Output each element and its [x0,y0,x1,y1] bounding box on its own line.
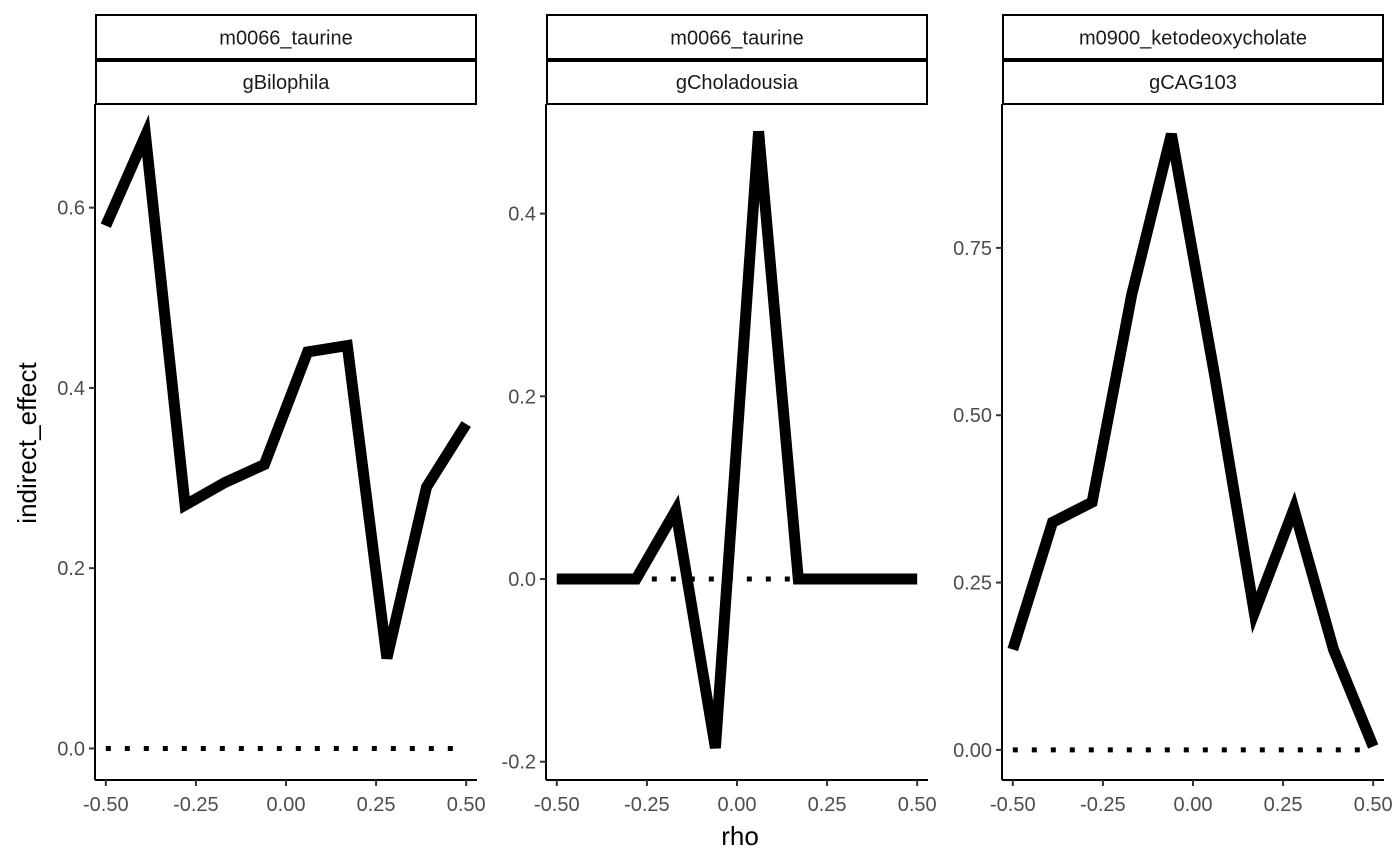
strip-box-bottom [1002,59,1384,105]
y-tick-label: 0.0 [57,738,85,760]
x-tick-label: -0.50 [990,794,1036,816]
x-tick-label: 0.25 [1264,794,1303,816]
facet-panel: m0066_taurine gCholadousia -0.2 0.0 0.2 0.4 -0… [502,14,937,816]
strip-label-top: m0066_taurine [219,28,352,50]
strip-label-bottom: gCholadousia [676,72,799,94]
x-tick-label: -0.50 [83,794,129,816]
facet-panel: m0900_ketodeoxycholate gCAG103 0.00 0.25 0.5… [953,14,1393,816]
strip-label-bottom: gBilophila [243,72,331,94]
strip-label-top: m0900_ketodeoxycholate [1079,28,1307,50]
y-tick-label: 0.50 [953,405,992,427]
strip-label-bottom: gCAG103 [1149,72,1237,94]
y-tick-label: 0.6 [57,198,85,220]
y-tick-label: -0.2 [502,752,536,774]
x-tick-label: -0.25 [1080,794,1126,816]
x-tick-label: 0.25 [808,794,847,816]
x-tick-label: 0.50 [898,794,937,816]
y-tick-label: 0.2 [57,558,85,580]
y-tick-label: 0.0 [508,569,536,591]
x-tick-label: 0.50 [447,794,486,816]
x-tick-label: -0.50 [534,794,580,816]
y-tick-label: 0.75 [953,238,992,260]
y-axis-title: indirect_effect [12,362,42,524]
x-tick-label: -0.25 [173,794,219,816]
y-tick-label: 0.4 [508,204,536,226]
facet-panel: m0066_taurine gBilophila 0.0 0.2 0.4 0.6 -0.50… [57,14,486,816]
series-line [1007,132,1379,749]
series-line [556,130,918,749]
x-tick-label: 0.00 [718,794,757,816]
strip-box-top [1002,14,1384,61]
strip-box-top [546,14,928,61]
strip-box-bottom [546,59,928,105]
facet-panels: m0066_taurine gBilophila 0.0 0.2 0.4 0.6 -0.50… [57,14,1393,816]
strip-label-top: m0066_taurine [670,28,803,50]
x-tick-label: -0.25 [624,794,670,816]
x-axis-title: rho [721,821,759,851]
strip-box-bottom [95,59,477,105]
x-tick-label: 0.00 [1174,794,1213,816]
y-tick-label: 0.00 [953,740,992,762]
strip-box-top [95,14,477,61]
x-tick-label: 0.00 [267,794,306,816]
y-tick-label: 0.25 [953,573,992,595]
x-tick-label: 0.50 [1354,794,1393,816]
y-tick-label: 0.4 [57,378,85,400]
series-line [100,114,471,660]
x-tick-label: 0.25 [357,794,396,816]
y-tick-label: 0.2 [508,386,536,408]
